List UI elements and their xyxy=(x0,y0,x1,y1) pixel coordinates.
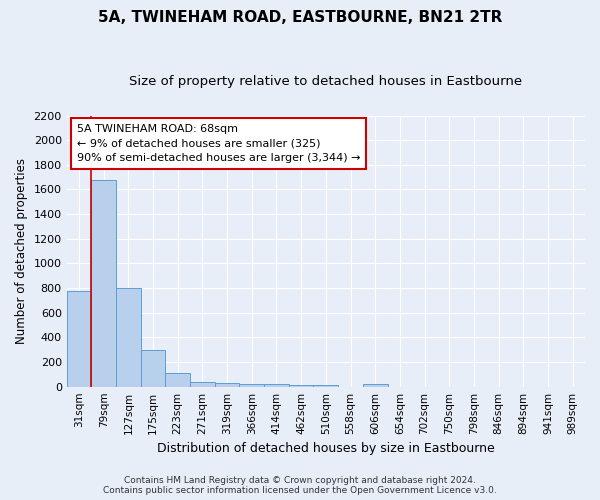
Title: Size of property relative to detached houses in Eastbourne: Size of property relative to detached ho… xyxy=(129,75,523,88)
Bar xyxy=(141,350,166,386)
Text: 5A TWINEHAM ROAD: 68sqm
← 9% of detached houses are smaller (325)
90% of semi-de: 5A TWINEHAM ROAD: 68sqm ← 9% of detached… xyxy=(77,124,361,164)
Bar xyxy=(239,384,264,386)
X-axis label: Distribution of detached houses by size in Eastbourne: Distribution of detached houses by size … xyxy=(157,442,495,455)
Bar xyxy=(190,382,215,386)
Bar xyxy=(264,384,289,386)
Bar xyxy=(313,385,338,386)
Bar xyxy=(166,373,190,386)
Bar xyxy=(289,385,313,386)
Bar xyxy=(215,383,239,386)
Text: Contains HM Land Registry data © Crown copyright and database right 2024.
Contai: Contains HM Land Registry data © Crown c… xyxy=(103,476,497,495)
Text: 5A, TWINEHAM ROAD, EASTBOURNE, BN21 2TR: 5A, TWINEHAM ROAD, EASTBOURNE, BN21 2TR xyxy=(98,10,502,25)
Y-axis label: Number of detached properties: Number of detached properties xyxy=(15,158,28,344)
Bar xyxy=(116,288,141,386)
Bar xyxy=(91,180,116,386)
Bar xyxy=(67,291,91,386)
Bar xyxy=(363,384,388,386)
